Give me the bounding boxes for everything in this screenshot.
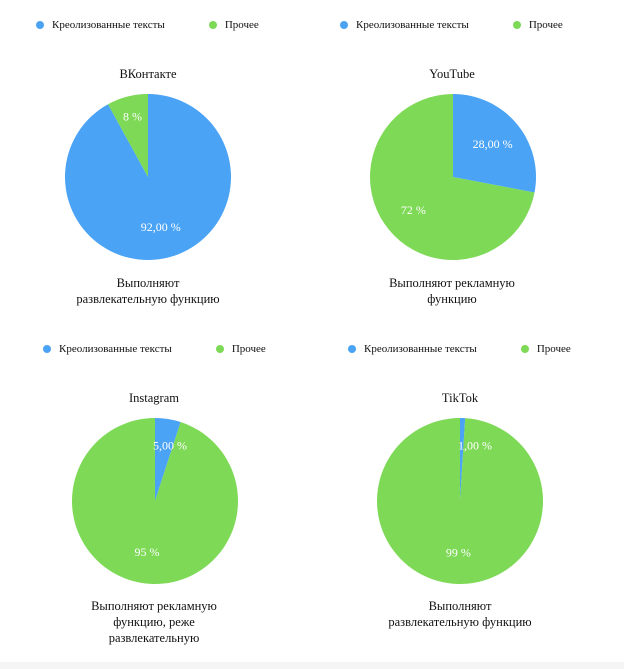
- legend-label: Креолизованные тексты: [52, 19, 165, 31]
- slice-label: 5,00 %: [153, 438, 187, 452]
- legend-entry-other: Прочее: [208, 19, 259, 31]
- legend-label: Прочее: [536, 343, 571, 355]
- slice-label: 99 %: [446, 545, 471, 559]
- pie-chart-vkontakte: 92,00 % 8 %: [64, 94, 231, 260]
- slice-label: 72 %: [401, 203, 426, 217]
- legend-swatch-creolized: [340, 21, 348, 29]
- caption-line: Выполняют рекламную: [91, 599, 217, 613]
- caption-line: Выполняют рекламную: [389, 276, 515, 290]
- legend: Креолизованные тексты Прочее: [36, 19, 259, 31]
- legend-entry-other: Прочее: [512, 19, 563, 31]
- legend-label: Креолизованные тексты: [364, 343, 477, 355]
- pie-chart-youtube: 28,00 % 72 %: [370, 94, 536, 260]
- pie-chart-instagram: 5,00 % 95 %: [72, 418, 238, 584]
- caption-line: Выполняют: [428, 599, 492, 613]
- caption-line: развлекательную функцию: [388, 615, 532, 629]
- legend-label: Прочее: [231, 343, 266, 355]
- slice-label: 28,00 %: [473, 137, 513, 151]
- slice-label: 92,00 %: [141, 220, 181, 234]
- legend-label: Прочее: [528, 19, 563, 31]
- bottom-strip: [0, 662, 624, 669]
- pie-slice: [64, 94, 231, 260]
- slice-label: 95 %: [134, 545, 159, 559]
- legend-label: Креолизованные тексты: [59, 343, 172, 355]
- legend-entry-creolized: Креолизованные тексты: [43, 343, 172, 355]
- caption-line: Выполняют: [116, 276, 180, 290]
- pie-slice: [108, 94, 148, 177]
- pie-slice: [370, 94, 535, 260]
- legend-entry-creolized: Креолизованные тексты: [36, 19, 165, 31]
- legend-swatch-creolized: [348, 345, 356, 353]
- caption-line: функцию: [427, 292, 477, 306]
- legend-entry-creolized: Креолизованные тексты: [340, 19, 469, 31]
- pie-slice: [72, 418, 238, 584]
- legend-swatch-other: [215, 345, 224, 353]
- legend: Креолизованные тексты Прочее: [43, 343, 266, 355]
- pie-chart-tiktok: 1,00 % 99 %: [376, 418, 543, 584]
- legend-swatch-other: [520, 345, 529, 353]
- legend-swatch-creolized: [36, 21, 44, 29]
- legend: Креолизованные тексты Прочее: [340, 19, 563, 31]
- pie-slice: [155, 418, 181, 501]
- legend-swatch-other: [208, 21, 217, 29]
- pie-slice: [376, 418, 543, 584]
- legend-swatch-creolized: [43, 345, 51, 353]
- caption-line: развлекательную: [108, 631, 200, 645]
- caption-line: развлекательную функцию: [76, 292, 220, 306]
- legend-entry-creolized: Креолизованные тексты: [348, 343, 477, 355]
- legend-label: Прочее: [224, 19, 259, 31]
- slice-label: 8 %: [123, 110, 142, 124]
- chart-title: YouTube: [429, 67, 475, 81]
- chart-title: TikTok: [441, 391, 479, 405]
- chart-caption: Выполняют развлекательную функцию: [360, 598, 560, 630]
- chart-caption: Выполняют развлекательную функцию: [48, 275, 248, 307]
- slice-label: 1,00 %: [458, 438, 492, 452]
- pie-slice: [460, 418, 466, 501]
- chart-caption: Выполняют рекламную функцию: [352, 275, 552, 307]
- chart-title: Instagram: [129, 391, 179, 405]
- legend: Креолизованные тексты Прочее: [348, 343, 571, 355]
- pie-slice: [453, 94, 536, 193]
- chart-title: ВКонтакте: [119, 67, 177, 81]
- caption-line: функцию, реже: [113, 615, 195, 629]
- legend-swatch-other: [512, 21, 521, 29]
- legend-entry-other: Прочее: [215, 343, 266, 355]
- chart-caption: Выполняют рекламную функцию, реже развле…: [54, 598, 254, 646]
- legend-entry-other: Прочее: [520, 343, 571, 355]
- legend-label: Креолизованные тексты: [356, 19, 469, 31]
